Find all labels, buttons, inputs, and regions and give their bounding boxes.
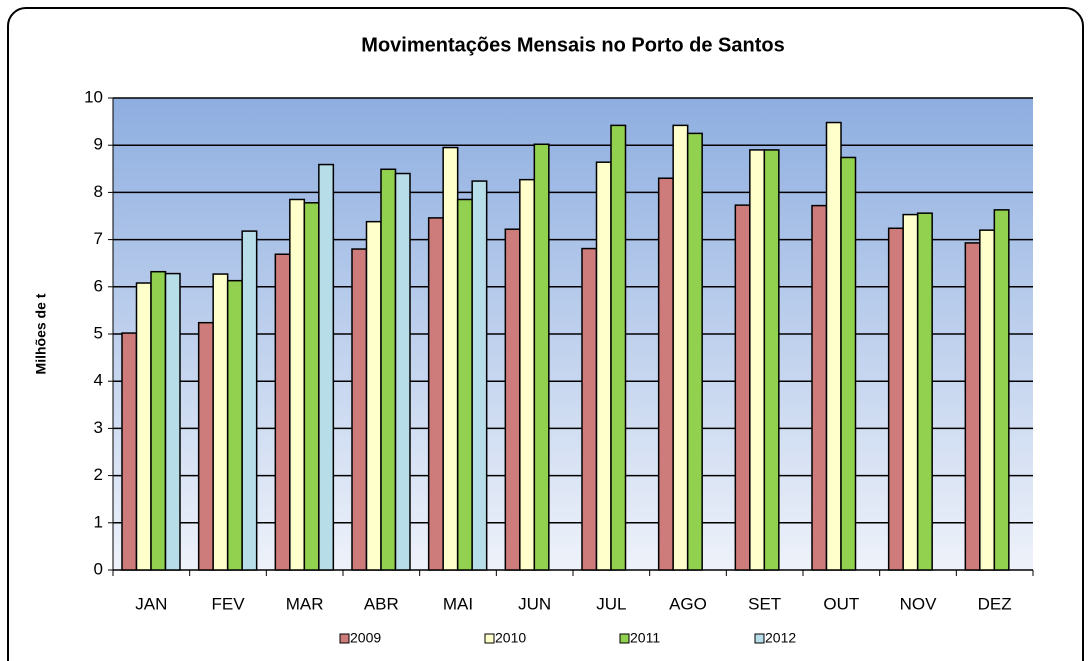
legend-swatch <box>339 633 350 644</box>
bar <box>734 204 751 571</box>
bar <box>456 198 473 571</box>
chart-title: Movimentações Mensais no Porto de Santos <box>361 34 784 56</box>
x-tick-label: OUT <box>823 594 859 613</box>
y-tick-label: 4 <box>94 371 103 390</box>
bar <box>289 198 306 571</box>
bar <box>303 202 320 571</box>
bar <box>979 229 996 571</box>
x-tick-label: JAN <box>135 594 167 613</box>
x-tick-label: JUN <box>518 594 551 613</box>
y-tick-label: 7 <box>94 229 103 248</box>
bar <box>318 163 335 571</box>
x-tick-label: NOV <box>900 594 938 613</box>
bar <box>916 212 933 571</box>
bar <box>442 146 459 571</box>
bar <box>351 248 368 571</box>
bar <box>135 282 152 571</box>
bar <box>811 204 828 571</box>
bar <box>241 230 258 571</box>
bar <box>749 149 766 571</box>
bar <box>840 156 857 571</box>
bar <box>471 180 488 571</box>
bar <box>212 273 229 571</box>
y-tick-label: 2 <box>94 465 103 484</box>
legend-label: 2009 <box>350 630 381 646</box>
bar <box>686 132 703 571</box>
y-tick-label: 8 <box>94 182 103 201</box>
y-tick-label: 10 <box>84 87 103 106</box>
bar <box>993 209 1010 571</box>
y-tick-label: 0 <box>94 559 103 578</box>
x-tick-label: FEV <box>211 594 245 613</box>
x-tick-label: JUL <box>596 594 626 613</box>
bar <box>150 270 167 571</box>
y-tick-label: 9 <box>94 135 103 154</box>
bar <box>365 220 382 571</box>
y-tick-label: 3 <box>94 418 103 437</box>
bar <box>274 253 291 571</box>
bar <box>164 272 181 571</box>
x-tick-label: ABR <box>364 594 399 613</box>
bar <box>887 227 904 571</box>
x-tick-label: SET <box>748 594 781 613</box>
x-tick-label: AGO <box>669 594 707 613</box>
y-tick-label: 6 <box>94 276 103 295</box>
bar <box>427 217 444 571</box>
bar <box>964 242 981 571</box>
legend-label: 2010 <box>495 630 526 646</box>
x-tick-label: DEZ <box>978 594 1012 613</box>
legend-label: 2011 <box>630 630 660 646</box>
legend-label: 2012 <box>765 630 796 646</box>
legend-swatch <box>484 633 495 644</box>
bar <box>519 178 536 571</box>
bar <box>902 213 919 571</box>
bar <box>533 143 550 571</box>
bar <box>825 121 842 571</box>
legend-swatch <box>619 633 630 644</box>
y-axis-label: Milhões de t <box>33 293 49 374</box>
bar <box>595 161 612 571</box>
bar <box>672 124 689 571</box>
bar <box>121 332 138 571</box>
bar <box>610 124 627 571</box>
y-tick-label: 5 <box>94 323 103 342</box>
bar <box>394 172 411 571</box>
bar <box>763 149 780 571</box>
bar <box>197 321 214 571</box>
x-tick-label: MAI <box>443 594 473 613</box>
y-tick-label: 1 <box>94 512 103 531</box>
bar <box>504 228 521 571</box>
bar <box>226 279 243 571</box>
bar <box>657 177 674 571</box>
legend-swatch <box>754 633 765 644</box>
bar <box>380 168 397 571</box>
x-tick-label: MAR <box>286 594 324 613</box>
bar <box>581 247 598 571</box>
